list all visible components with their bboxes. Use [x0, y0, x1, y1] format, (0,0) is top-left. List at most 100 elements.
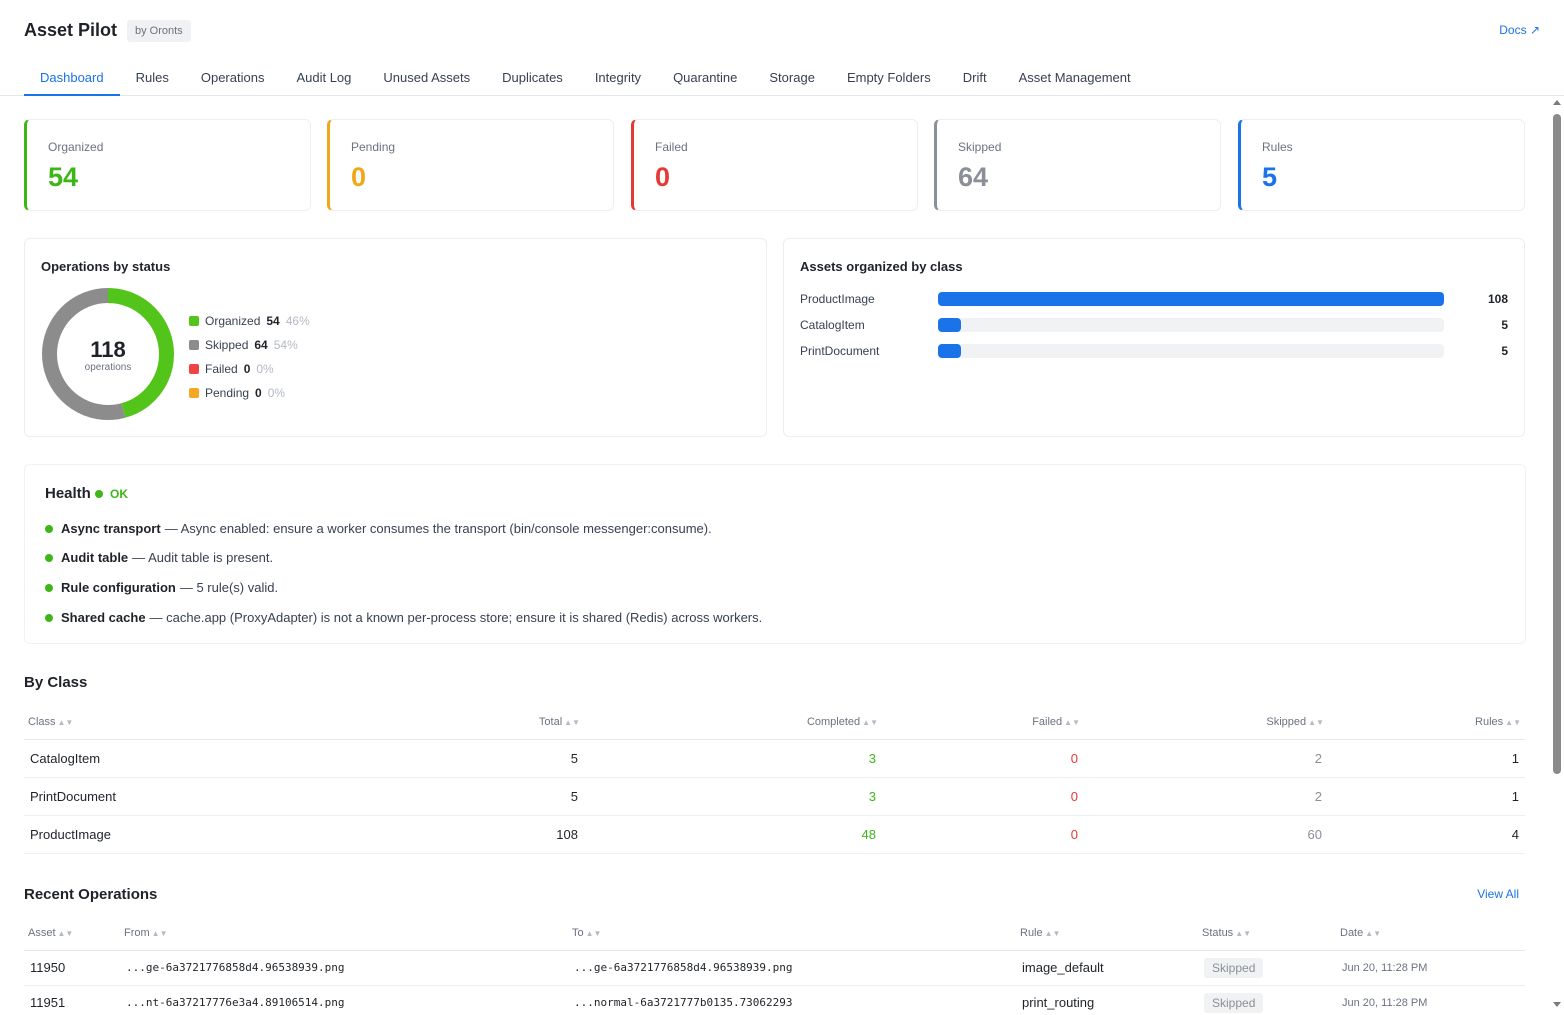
legend-item-failed: Failed 0 0% [189, 357, 310, 381]
class-bar-label: CatalogItem [800, 318, 865, 332]
legend-count: 54 [266, 314, 280, 328]
assets-by-class-panel: Assets organized by class ProductImage 1… [783, 238, 1525, 437]
class-bar-label: PrintDocument [800, 344, 880, 358]
stat-label: Organized [48, 140, 104, 154]
cell-class: PrintDocument [24, 777, 284, 816]
legend-percent: 0% [267, 386, 286, 400]
col-header-rules[interactable]: Rules ▲▼ [1328, 705, 1525, 740]
col-header-asset[interactable]: Asset ▲▼ [24, 916, 120, 951]
stat-label: Pending [351, 140, 396, 154]
status-dot-icon [95, 490, 103, 498]
class-bar-track [938, 318, 1444, 332]
panel-title: Operations by status [41, 259, 171, 274]
col-header-failed[interactable]: Failed ▲▼ [882, 705, 1084, 740]
legend-percent: 0% [256, 362, 274, 376]
col-header-to[interactable]: To ▲▼ [568, 916, 1016, 951]
tab-audit-log[interactable]: Audit Log [296, 70, 352, 85]
table-row[interactable]: 11950 ...ge-6a3721776858d4.96538939.png … [24, 950, 1525, 986]
table-row[interactable]: ProductImage 108 48 0 60 4 [24, 815, 1525, 854]
cell-status: Skipped [1198, 950, 1336, 986]
status-badge: Skipped [1204, 957, 1264, 978]
table-row[interactable]: 11951 ...nt-6a37217776e3a4.89106514.png … [24, 985, 1525, 1015]
legend-label: Pending [205, 386, 250, 400]
stat-card-organized: Organized 54 [24, 119, 311, 211]
table-row[interactable]: PrintDocument 5 3 0 2 1 [24, 777, 1525, 816]
scrollbar-thumb[interactable] [1553, 114, 1561, 774]
tab-asset-management[interactable]: Asset Management [1018, 70, 1131, 85]
tab-storage[interactable]: Storage [769, 70, 815, 85]
tab-quarantine[interactable]: Quarantine [673, 70, 738, 85]
class-bar-row: CatalogItem 5 [800, 317, 1508, 333]
class-bar-fill [938, 344, 962, 358]
cell-rules: 1 [1328, 739, 1525, 778]
tab-dashboard[interactable]: Dashboard [24, 62, 120, 96]
col-header-from[interactable]: From ▲▼ [120, 916, 568, 951]
cell-completed: 3 [584, 739, 882, 778]
status-dot-icon [45, 524, 53, 533]
class-bar-track [938, 292, 1444, 306]
col-header-total[interactable]: Total ▲▼ [284, 705, 584, 740]
legend-swatch [189, 364, 199, 374]
col-header-date[interactable]: Date ▲▼ [1336, 916, 1525, 951]
health-status-badge: OK [95, 487, 128, 501]
legend-label: Organized [205, 314, 261, 328]
stat-value: 64 [958, 162, 989, 192]
tab-empty-folders[interactable]: Empty Folders [846, 70, 931, 85]
stat-card-skipped: Skipped 64 [934, 119, 1221, 211]
scroll-up-arrow-icon[interactable] [1553, 100, 1561, 105]
recent-operations-title: Recent Operations [24, 886, 158, 903]
sort-icon: ▲▼ [57, 928, 74, 938]
cell-failed: 0 [882, 777, 1084, 816]
docs-link[interactable]: Docs ↗ [1499, 23, 1540, 37]
stat-card-rules: Rules 5 [1238, 119, 1525, 211]
sort-icon: ▲▼ [1505, 717, 1521, 727]
sort-icon: ▲▼ [585, 928, 602, 938]
col-header-rule[interactable]: Rule ▲▼ [1016, 916, 1198, 951]
cell-skipped: 2 [1084, 777, 1328, 816]
health-check-text: — cache.app (ProxyAdapter) is not a know… [149, 610, 763, 625]
donut-svg [42, 288, 174, 420]
tab-operations[interactable]: Operations [200, 70, 265, 85]
col-header-skipped[interactable]: Skipped ▲▼ [1084, 705, 1328, 740]
tab-duplicates[interactable]: Duplicates [502, 70, 563, 85]
class-bar-value: 5 [1501, 318, 1508, 332]
health-check-item: Async transport — Async enabled: ensure … [45, 521, 712, 536]
class-bar-track [938, 344, 1444, 358]
cell-status: Skipped [1198, 985, 1336, 1015]
view-all-link[interactable]: View All [1477, 887, 1519, 901]
col-header-class[interactable]: Class ▲▼ [24, 705, 284, 740]
cell-skipped: 2 [1084, 739, 1328, 778]
sort-icon: ▲▼ [1365, 928, 1382, 938]
donut-total-label: operations [84, 362, 132, 373]
scroll-down-arrow-icon[interactable] [1553, 1002, 1561, 1007]
legend-percent: 46% [285, 314, 310, 328]
cell-completed: 48 [584, 815, 882, 854]
col-header-completed[interactable]: Completed ▲▼ [584, 705, 882, 740]
legend-count: 0 [255, 386, 262, 400]
status-dot-icon [45, 553, 53, 562]
tab-drift[interactable]: Drift [962, 70, 987, 85]
cell-to: ...ge-6a3721776858d4.96538939.png [568, 950, 1016, 986]
main-tabs: Dashboard Rules Operations Audit Log Unu… [24, 62, 1147, 96]
legend-label: Skipped [205, 338, 249, 352]
health-check-text: — 5 rule(s) valid. [179, 580, 279, 595]
tab-integrity[interactable]: Integrity [594, 70, 642, 85]
cell-asset: 11950 [24, 950, 120, 986]
class-bar-value: 5 [1501, 344, 1508, 358]
status-dot-icon [45, 583, 53, 592]
tab-unused-assets[interactable]: Unused Assets [383, 70, 471, 85]
legend-item-skipped: Skipped 64 54% [189, 333, 310, 357]
tab-rules[interactable]: Rules [135, 70, 169, 85]
status-dot-icon [45, 613, 53, 622]
cell-date: Jun 20, 11:28 PM [1336, 950, 1525, 986]
stat-card-pending: Pending 0 [327, 119, 614, 211]
cell-rule: print_routing [1016, 985, 1198, 1015]
table-row[interactable]: CatalogItem 5 3 0 2 1 [24, 739, 1525, 778]
cell-rules: 4 [1328, 815, 1525, 854]
operations-status-panel: Operations by status 118 operations Orga… [24, 238, 767, 437]
stat-label: Rules [1262, 140, 1293, 154]
health-check-name: Rule configuration [61, 580, 176, 595]
cell-total: 5 [284, 777, 584, 816]
col-header-status[interactable]: Status ▲▼ [1198, 916, 1336, 951]
legend-item-organized: Organized 54 46% [189, 309, 310, 333]
